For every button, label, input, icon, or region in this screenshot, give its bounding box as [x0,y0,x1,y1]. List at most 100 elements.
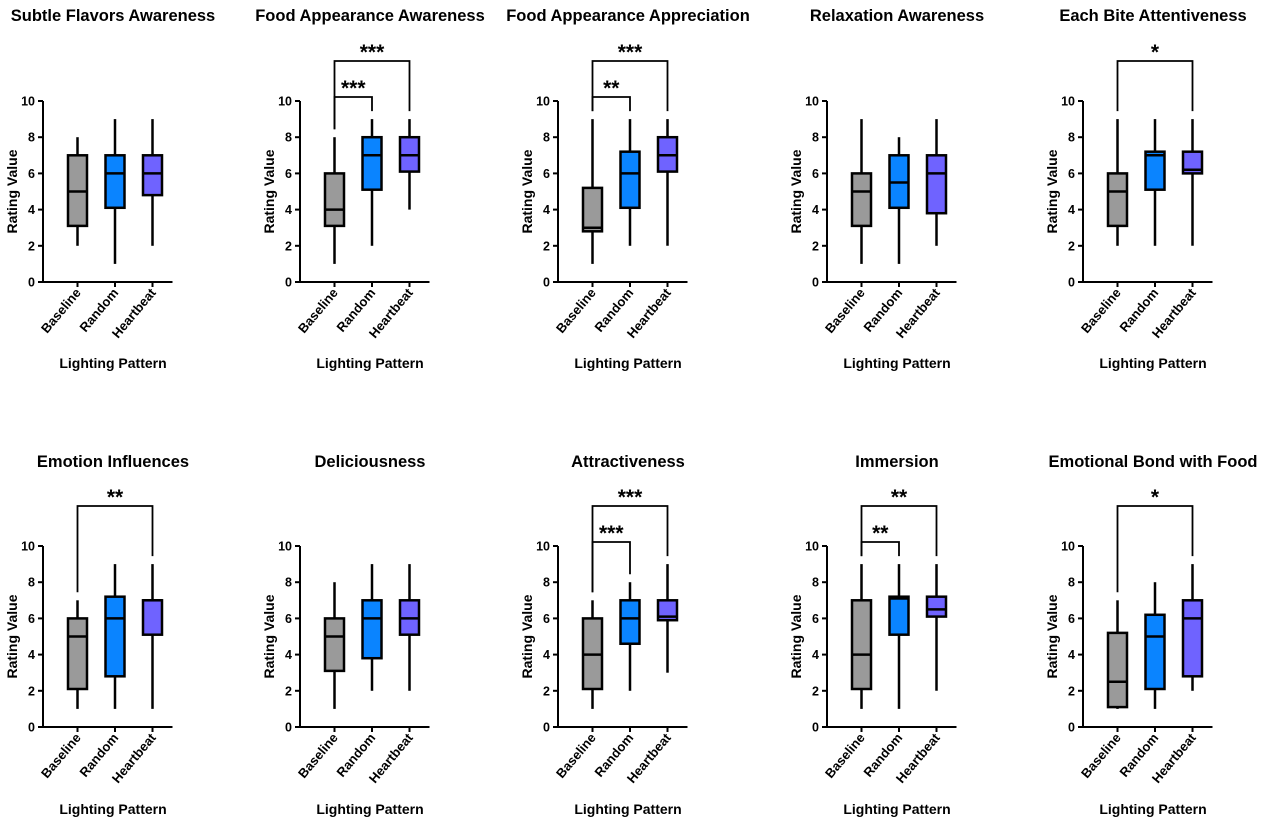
y-tick-label: 8 [812,131,819,145]
significance-bracket: *** [591,522,631,593]
iqr-box [850,599,873,691]
y-axis-label: Rating Value [261,594,277,678]
box-random [104,119,126,264]
box-heartbeat [925,564,948,691]
y-tick-label: 10 [1061,540,1075,554]
box-random [1144,582,1166,709]
y-tick-label: 8 [1068,131,1075,145]
box-random [361,119,383,246]
y-axis-label: Rating Value [4,149,20,233]
chart-title: Immersion [855,453,938,471]
y-tick-label: 10 [278,95,292,109]
y-tick-label: 2 [812,684,819,698]
x-axis-label: Lighting Pattern [59,355,166,371]
iqr-box [619,599,641,645]
y-axis-label: Rating Value [1044,594,1060,678]
box-heartbeat [1181,119,1204,246]
x-axis-label: Lighting Pattern [574,355,681,371]
iqr-box [66,617,89,691]
y-tick-label: 2 [1068,239,1075,253]
y-tick-label: 4 [28,648,35,662]
box-random [619,119,641,246]
iqr-box [1144,613,1166,691]
chart-panel: Each Bite Attentiveness 0 2 4 6 8 10 Rating Val… [1044,7,1247,371]
iqr-box [656,599,679,622]
significance-label: *** [618,41,643,64]
significance-bracket: ** [860,486,938,557]
chart-panel: Deliciousness 0 2 4 6 8 10 Rating Value Baseline… [261,453,430,817]
x-tick-label: Baseline [553,730,599,781]
significance-label: *** [360,41,385,64]
x-tick-label: Baseline [553,285,599,336]
x-axis-label: Lighting Pattern [843,355,950,371]
x-tick-label: Baseline [1078,730,1124,781]
y-tick-label: 2 [28,684,35,698]
y-tick-label: 2 [543,684,550,698]
box-baseline [323,137,346,264]
iqr-box [850,172,873,228]
y-tick-label: 2 [812,239,819,253]
y-tick-label: 10 [1061,95,1075,109]
y-tick-label: 10 [278,540,292,554]
iqr-box [888,595,910,636]
y-axis-label: Rating Value [1044,149,1060,233]
box-baseline [66,137,89,246]
chart-title: Food Appearance Appreciation [506,7,750,25]
significance-label: * [1151,486,1160,509]
chart-panel: Food Appearance Appreciation 0 2 4 6 8 10 Ratin… [506,7,750,371]
y-tick-label: 6 [285,167,292,181]
y-tick-label: 0 [1068,276,1075,290]
chart-title: Attractiveness [571,453,685,471]
x-axis-label: Lighting Pattern [316,355,423,371]
y-tick-label: 0 [28,276,35,290]
y-tick-label: 4 [812,203,819,217]
y-tick-label: 4 [1068,648,1075,662]
box-baseline [1106,119,1129,246]
significance-bracket: *** [591,41,669,112]
y-tick-label: 6 [28,167,35,181]
x-tick-label: Baseline [38,730,84,781]
y-tick-label: 4 [543,648,550,662]
y-tick-label: 2 [285,684,292,698]
y-tick-label: 4 [543,203,550,217]
box-baseline [581,600,604,709]
y-tick-label: 8 [28,131,35,145]
significance-bracket: * [1116,486,1194,593]
chart-title: Each Bite Attentiveness [1059,7,1246,25]
y-tick-label: 6 [812,612,819,626]
iqr-box [925,154,948,215]
y-tick-label: 0 [812,276,819,290]
y-tick-label: 4 [1068,203,1075,217]
iqr-box [361,599,383,660]
significance-label: * [1151,41,1160,64]
significance-label: *** [341,77,366,100]
y-tick-label: 0 [543,276,550,290]
y-tick-label: 0 [543,721,550,735]
box-random [361,564,383,691]
iqr-box [581,186,604,233]
box-heartbeat [925,119,948,246]
chart-title: Emotional Bond with Food [1049,453,1258,471]
significance-bracket: * [1116,41,1194,112]
box-baseline [1106,600,1129,709]
y-tick-label: 6 [285,612,292,626]
box-heartbeat [1181,564,1204,691]
box-random [619,582,641,691]
y-tick-label: 10 [536,95,550,109]
significance-bracket: *** [333,41,411,130]
bracket-line [1116,60,1194,112]
bracket-line [76,505,154,593]
y-tick-label: 0 [285,721,292,735]
x-axis-label: Lighting Pattern [843,801,950,817]
x-tick-label: Baseline [295,285,341,336]
iqr-box [104,595,126,678]
significance-bracket: ** [591,77,631,112]
y-tick-label: 6 [543,167,550,181]
bracket-line [333,96,373,130]
y-tick-label: 6 [28,612,35,626]
significance-label: *** [599,522,624,545]
chart-panel: Subtle Flavors Awareness 0 2 4 6 8 10 Rating Va… [4,7,215,371]
box-random [888,137,910,264]
